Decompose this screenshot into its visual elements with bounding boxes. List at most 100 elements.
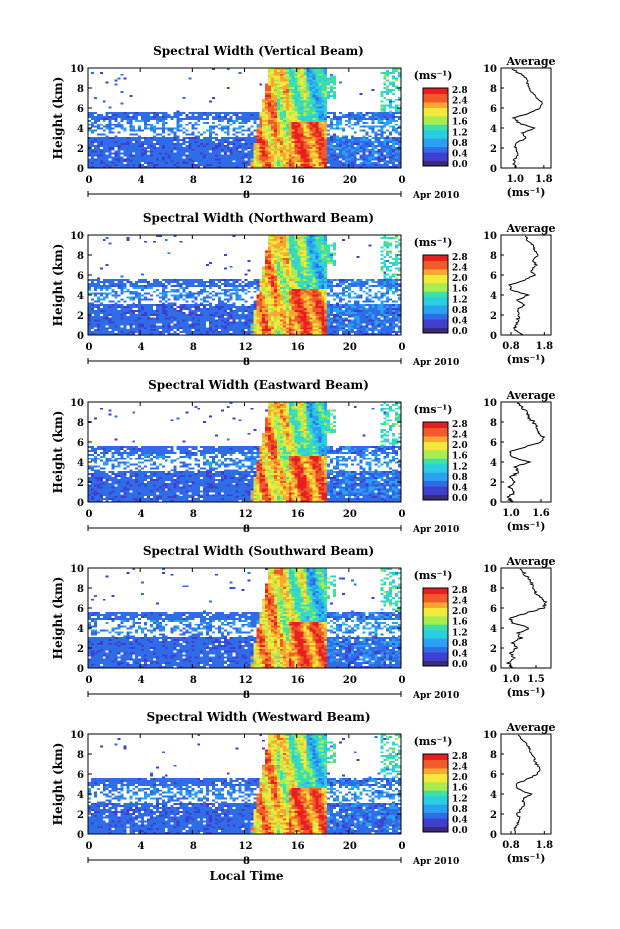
x-tick-label: 20 [343,342,357,353]
x-tick-label: 8 [190,841,197,852]
profile-y-tick-label: 0 [490,664,497,675]
colorbar-frame [422,87,449,167]
colorbar-swatch [423,146,448,150]
profile-y-tick-label: 2 [490,644,497,655]
y-tick-label: 10 [70,398,84,409]
colorbar-swatch [423,296,448,301]
profile-y-tick-label: 2 [490,810,497,821]
colorbar-tick-label: 2.8 [452,420,468,430]
date-label: Apr 2010 [412,857,459,867]
colorbar-swatch [423,310,448,314]
colorbar-swatch [423,115,448,120]
x-tick-label: 20 [343,675,357,686]
colorbar-swatch [423,441,448,445]
colorbar-swatch [423,458,448,462]
heatmap-cells [88,568,401,668]
colorbar-swatch [423,132,448,136]
colorbar-swatch [423,613,448,617]
colorbar-swatch [423,113,448,117]
x-tick-label: 0 [86,841,93,852]
colorbar-swatch [423,93,448,97]
profile-unit: (ms⁻¹) [507,353,546,366]
colorbar-swatch [423,820,448,825]
colorbar-swatch [423,483,448,487]
heatmap-cells [88,402,401,502]
colorbar-swatch [423,316,448,320]
y-tick-label: 6 [77,104,84,115]
colorbar-swatch [423,776,448,780]
colorbar-swatch [423,657,448,661]
colorbar-swatch [423,610,448,614]
y-tick-label: 8 [77,584,84,595]
colorbar-swatch [423,143,448,147]
colorbar-swatch [423,660,448,664]
colorbar-swatch [423,140,448,145]
colorbar-swatch [423,640,448,645]
colorbar-swatch [423,588,448,592]
heatmap-cells [88,68,401,168]
x-tick-label: 16 [291,509,305,520]
colorbar-swatch [423,472,448,476]
colorbar-tick-label: 0.4 [452,815,468,825]
profile-y-tick-label: 2 [490,311,497,322]
panel-title: Spectral Width (Northward Beam) [143,211,374,225]
y-tick-label: 6 [77,770,84,781]
profile-y-tick-label: 8 [490,84,497,95]
profile-y-tick-label: 6 [490,604,497,615]
profile-y-tick-label: 8 [490,750,497,761]
profile-x-tick-label: 0.8 [502,840,519,851]
y-tick-label: 6 [77,604,84,615]
colorbar-swatch [423,149,448,153]
colorbar-swatch [423,663,448,667]
y-tick-label: 6 [77,438,84,449]
x-axis-label: Local Time [209,869,283,883]
profile-y-tick-label: 2 [490,478,497,489]
colorbar-swatch [423,104,448,108]
colorbar-swatch [423,759,448,763]
colorbar-swatch [423,257,448,262]
profile-x-tick-label: 1.5 [527,674,544,685]
colorbar-swatch [423,307,448,312]
profile-unit: (ms⁻¹) [507,520,546,533]
colorbar-tick-label: 0.8 [452,805,468,815]
colorbar-swatch [423,627,448,631]
y-tick-label: 6 [77,271,84,282]
colorbar-tick-label: 0.0 [452,160,468,170]
panel-4: Spectral Width (Southward Beam) Height (k… [51,544,556,701]
colorbar-tick-label: 2.4 [452,264,468,274]
colorbar-swatch [423,313,448,317]
colorbar-tick-label: 2.4 [452,763,468,773]
colorbar-frame [422,254,449,334]
profile-y-tick-label: 10 [483,398,497,409]
colorbar-tick-label: 0.8 [452,639,468,649]
y-tick-label: 8 [77,750,84,761]
colorbar-swatch [423,466,448,470]
colorbar-tick-label: 0.8 [452,139,468,149]
colorbar-swatch [423,427,448,431]
profile-y-tick-label: 4 [490,790,497,801]
x-tick-label: 4 [138,841,145,852]
day-label: 8 [243,690,250,701]
y-tick-label: 10 [70,730,84,741]
profile-y-tick-label: 0 [490,498,497,509]
profile-unit: (ms⁻¹) [507,186,546,199]
x-tick-label: 0 [399,342,406,353]
colorbar-frame [422,421,449,501]
colorbar-swatch [423,129,448,134]
colorbar-swatch [423,455,448,459]
colorbar-swatch [423,299,448,303]
colorbar-swatch [423,461,448,465]
x-tick-label: 4 [138,342,145,353]
colorbar-tick-label: 0.4 [452,149,468,159]
colorbar-swatch [423,282,448,287]
colorbar-swatch [423,263,448,267]
x-tick-label: 0 [86,342,93,353]
profile-x-tick-label: 1.0 [502,674,519,685]
colorbar-swatch [423,438,448,442]
profile-y-tick-label: 8 [490,584,497,595]
day-label: 8 [243,524,250,535]
y-tick-label: 10 [70,564,84,575]
colorbar-swatch [423,90,448,95]
colorbar-swatch [423,486,448,490]
colorbar-tick-label: 2.4 [452,431,468,441]
